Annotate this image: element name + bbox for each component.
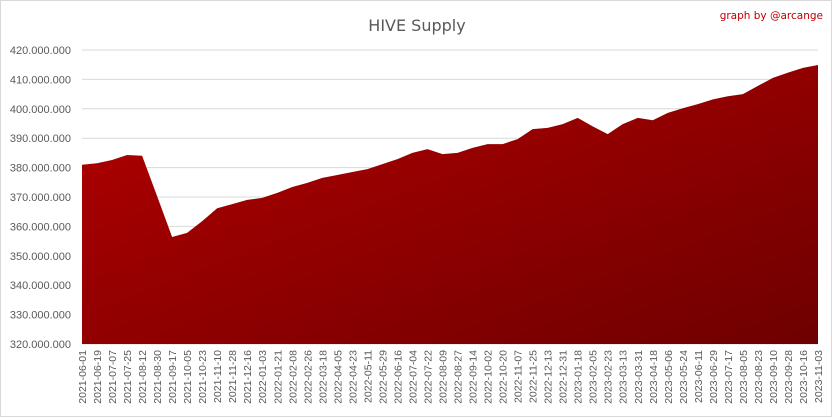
- x-tick-label: 2022-09-14: [468, 350, 480, 404]
- x-tick-label: 2022-11-07: [513, 350, 525, 403]
- x-tick-label: 2022-12-13: [543, 350, 555, 404]
- x-tick-label: 2023-11-03: [813, 350, 825, 403]
- x-tick-label: 2022-10-02: [483, 350, 495, 404]
- x-tick-label: 2022-04-05: [332, 350, 344, 404]
- x-tick-label: 2023-04-18: [648, 350, 660, 404]
- x-tick-label: 2023-05-24: [678, 350, 690, 404]
- x-tick-label: 2022-10-20: [498, 350, 510, 404]
- x-tick-label: 2022-12-31: [558, 350, 570, 404]
- x-tick-label: 2023-09-10: [768, 350, 780, 404]
- x-tick-label: 2023-05-06: [663, 350, 675, 404]
- y-tick-label: 390.000.000: [10, 133, 71, 145]
- x-tick-label: 2023-03-31: [633, 350, 645, 404]
- x-axis: 2021-06-01 2021-06-19 2021-07-07 2021-07-25…: [77, 350, 825, 404]
- y-tick-label: 360.000.000: [10, 221, 71, 233]
- x-tick-label: 2023-08-05: [738, 350, 750, 404]
- x-tick-label: 2023-10-16: [798, 350, 810, 404]
- x-tick-label: 2021-12-16: [242, 350, 254, 404]
- credit-annotation: graph by @arcange: [720, 10, 823, 22]
- x-tick-label: 2021-07-25: [122, 350, 134, 404]
- x-tick-label: 2021-06-19: [92, 350, 104, 404]
- y-axis: 320.000.000 330.000.000 340.000.000 350.000…: [10, 45, 71, 351]
- x-tick-label: 2022-01-21: [272, 350, 284, 404]
- x-tick-label: 2023-09-28: [783, 350, 795, 404]
- x-tick-label: 2021-08-12: [137, 350, 149, 404]
- x-tick-label: 2023-08-23: [753, 350, 765, 404]
- x-tick-label: 2021-11-10: [212, 350, 224, 403]
- x-tick-label: 2022-02-26: [302, 350, 314, 404]
- x-tick-label: 2021-06-01: [77, 350, 89, 404]
- x-tick-label: 2022-11-25: [528, 350, 540, 403]
- y-tick-label: 370.000.000: [10, 192, 71, 204]
- y-tick-label: 330.000.000: [10, 310, 71, 322]
- x-tick-label: 2022-03-18: [317, 350, 329, 404]
- x-tick-label: 2021-09-17: [167, 350, 179, 404]
- x-tick-label: 2023-03-13: [618, 350, 630, 404]
- x-tick-label: 2022-06-16: [392, 350, 404, 404]
- x-tick-label: 2022-07-22: [422, 350, 434, 404]
- x-tick-label: 2023-02-05: [588, 350, 600, 404]
- x-tick-label: 2022-07-04: [407, 350, 419, 404]
- x-tick-label: 2021-08-30: [152, 350, 164, 404]
- x-tick-label: 2022-02-08: [287, 350, 299, 404]
- y-tick-label: 380.000.000: [10, 163, 71, 175]
- x-tick-label: 2022-01-03: [257, 350, 269, 404]
- x-tick-label: 2023-01-18: [573, 350, 585, 404]
- x-tick-label: 2021-10-05: [182, 350, 194, 404]
- x-tick-label: 2022-08-09: [437, 350, 449, 404]
- x-tick-label: 2023-06-11: [693, 350, 705, 403]
- x-tick-label: 2021-10-23: [197, 350, 209, 404]
- y-tick-label: 350.000.000: [10, 251, 71, 263]
- x-tick-label: 2022-08-27: [453, 350, 465, 404]
- x-tick-label: 2023-06-29: [708, 350, 720, 404]
- y-tick-label: 410.000.000: [10, 74, 71, 86]
- x-tick-label: 2022-05-11: [362, 350, 374, 403]
- x-tick-label: 2023-07-17: [723, 350, 735, 404]
- y-tick-label: 320.000.000: [10, 339, 71, 351]
- y-tick-label: 400.000.000: [10, 104, 71, 116]
- y-tick-label: 420.000.000: [10, 45, 71, 57]
- y-tick-label: 340.000.000: [10, 280, 71, 292]
- supply-area: [82, 65, 818, 344]
- x-tick-label: 2021-11-28: [227, 350, 239, 403]
- chart-title: HIVE Supply: [368, 16, 465, 35]
- x-tick-label: 2022-04-23: [347, 350, 359, 404]
- x-tick-label: 2021-07-07: [107, 350, 119, 404]
- x-tick-label: 2023-02-23: [603, 350, 615, 404]
- x-tick-label: 2022-05-29: [377, 350, 389, 404]
